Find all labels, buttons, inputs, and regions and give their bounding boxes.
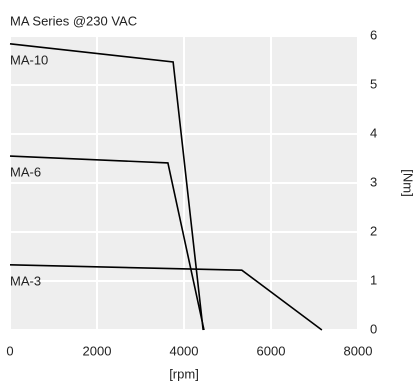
x-tick-label: 6000 — [257, 343, 286, 358]
y-tick-label: 1 — [370, 272, 377, 287]
series-label: MA-10 — [10, 52, 48, 67]
x-tick-label: 4000 — [170, 343, 199, 358]
series-label: MA-6 — [10, 164, 41, 179]
y-tick-label: 2 — [370, 223, 377, 238]
y-tick-label: 0 — [370, 321, 377, 336]
x-axis-label: [rpm] — [169, 366, 199, 381]
series-line — [9, 155, 205, 331]
x-tick-label: 2000 — [83, 343, 112, 358]
x-tick-label: 0 — [6, 343, 13, 358]
series-line — [9, 264, 323, 331]
y-tick-label: 6 — [370, 27, 377, 42]
series-line — [9, 43, 204, 331]
chart-title: MA Series @230 VAC — [10, 13, 137, 28]
y-tick-label: 3 — [370, 174, 377, 189]
series-label: MA-3 — [10, 273, 41, 288]
y-tick-label: 4 — [370, 125, 377, 140]
y-axis-label: [Nm] — [401, 169, 416, 196]
y-tick-label: 5 — [370, 76, 377, 91]
x-tick-label: 8000 — [344, 343, 373, 358]
